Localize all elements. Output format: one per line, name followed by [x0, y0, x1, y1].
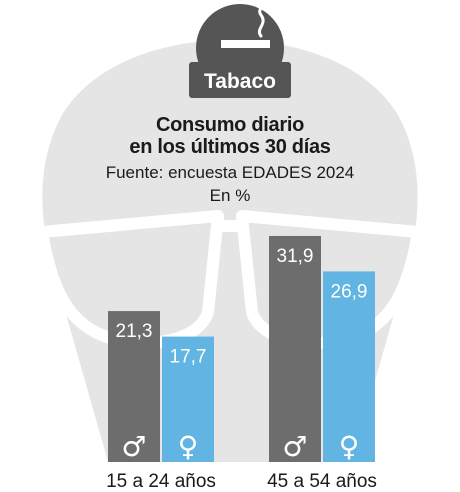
topic-badge: Tabaco	[189, 0, 291, 98]
bar	[108, 311, 160, 462]
male-symbol-icon: ♂	[282, 430, 307, 463]
male-symbol-icon: ♂	[121, 430, 146, 463]
bars-layer: 21,3 ♂ 17,7 ♀ 15 a 24 años 31,9 ♂ 26,9 ♀ 45 a 54 …	[106, 235, 377, 492]
female-symbol-icon: ♀	[339, 430, 360, 463]
badge-label-box	[189, 62, 291, 98]
chart-unit: En %	[209, 186, 251, 205]
bar-value-label: 31,9	[277, 246, 314, 267]
bar	[323, 271, 375, 462]
title-line-2: en los últimos 30 días	[129, 136, 331, 158]
chart-source: Fuente: encuesta EDADES 2024	[105, 163, 355, 182]
bar-value-label: 17,7	[170, 347, 207, 368]
bar-value-label: 26,9	[331, 281, 368, 302]
badge-label: Tabaco	[204, 70, 276, 93]
title-line-1: Consumo diario	[155, 114, 305, 136]
category-label: 45 a 54 años	[267, 471, 377, 492]
cigarette-filter	[257, 40, 270, 48]
bar	[269, 235, 321, 462]
cigarette-body	[221, 40, 257, 48]
smoke-icon	[257, 0, 265, 38]
bar-value-label: 21,3	[116, 321, 153, 342]
chart-title: Consumo diario en los últimos 30 días	[0, 114, 460, 158]
cigarette-icon	[221, 0, 270, 48]
category-label: 15 a 24 años	[106, 471, 216, 492]
female-symbol-icon: ♀	[178, 430, 199, 463]
bar	[162, 336, 214, 462]
